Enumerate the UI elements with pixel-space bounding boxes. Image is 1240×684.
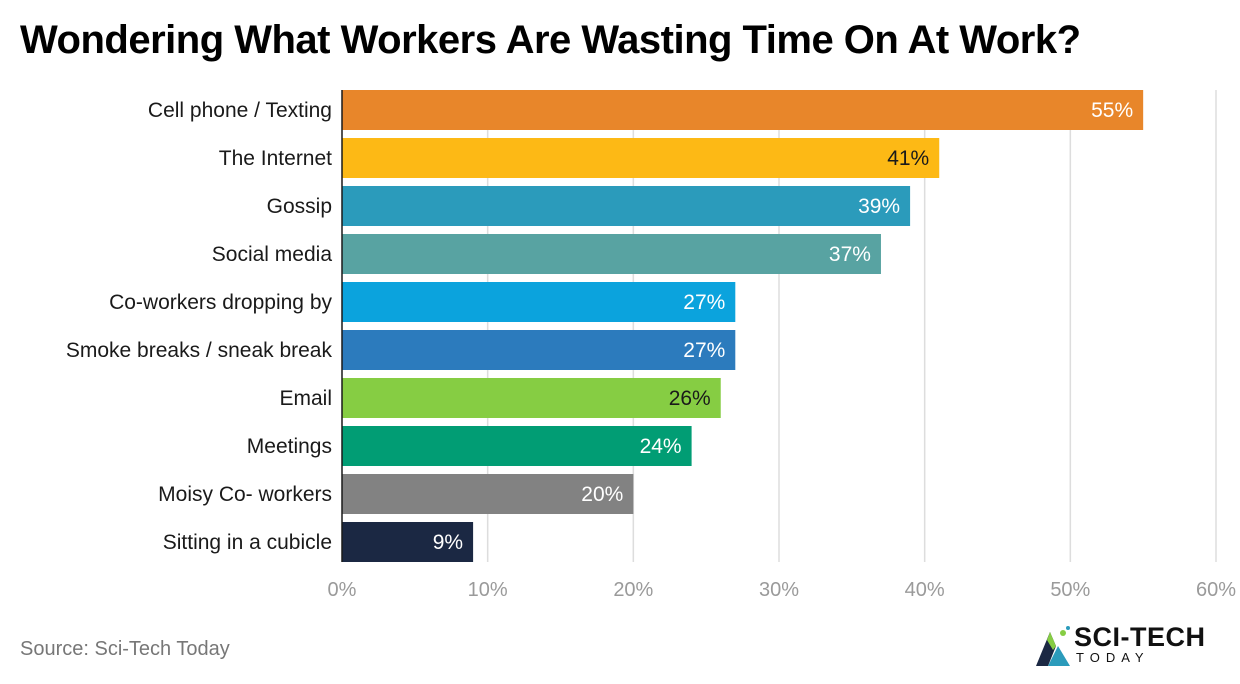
category-label: Co-workers dropping by: [109, 291, 332, 314]
logo-subtitle: TODAY: [1076, 650, 1150, 665]
bar: [342, 330, 736, 370]
bar: [342, 426, 692, 466]
chart-title: Wondering What Workers Are Wasting Time …: [20, 18, 1081, 62]
bar: [342, 186, 911, 226]
bar: [342, 234, 881, 274]
x-tick-label: 10%: [468, 579, 508, 601]
bar: [342, 522, 474, 562]
data-label: 26%: [669, 387, 711, 410]
logo-wordmark: SCI-TECH: [1074, 622, 1206, 652]
x-tick-label: 40%: [905, 579, 945, 601]
logo-mountain-icon: [1036, 626, 1070, 666]
category-label: Meetings: [247, 435, 332, 458]
x-tick-label: 30%: [759, 579, 799, 601]
bar: [342, 474, 634, 514]
data-label: 9%: [433, 531, 463, 554]
category-label: Gossip: [267, 195, 332, 218]
x-tick-label: 50%: [1050, 579, 1090, 601]
data-label: 41%: [887, 147, 929, 170]
data-label: 27%: [683, 339, 725, 362]
data-label: 39%: [858, 195, 900, 218]
data-label: 55%: [1091, 99, 1133, 122]
data-label: 37%: [829, 243, 871, 266]
category-label: Sitting in a cubicle: [163, 531, 332, 554]
category-label: Cell phone / Texting: [148, 99, 332, 122]
data-label: 27%: [683, 291, 725, 314]
category-label: Moisy Co- workers: [158, 483, 332, 506]
data-label: 24%: [640, 435, 682, 458]
category-label: Email: [279, 387, 332, 410]
category-label: Smoke breaks / sneak break: [66, 339, 333, 362]
x-tick-label: 20%: [613, 579, 653, 601]
bar: [342, 378, 721, 418]
bar: [342, 138, 940, 178]
bar: [342, 282, 736, 322]
source-note: Source: Sci-Tech Today: [20, 638, 230, 660]
category-label: The Internet: [219, 147, 332, 170]
sci-tech-logo: SCI-TECH TODAY: [1034, 620, 1224, 670]
x-tick-label: 60%: [1196, 579, 1236, 601]
bar: [342, 90, 1144, 130]
data-label: 20%: [581, 483, 623, 506]
category-label: Social media: [212, 243, 333, 266]
x-tick-label: 0%: [328, 579, 357, 601]
